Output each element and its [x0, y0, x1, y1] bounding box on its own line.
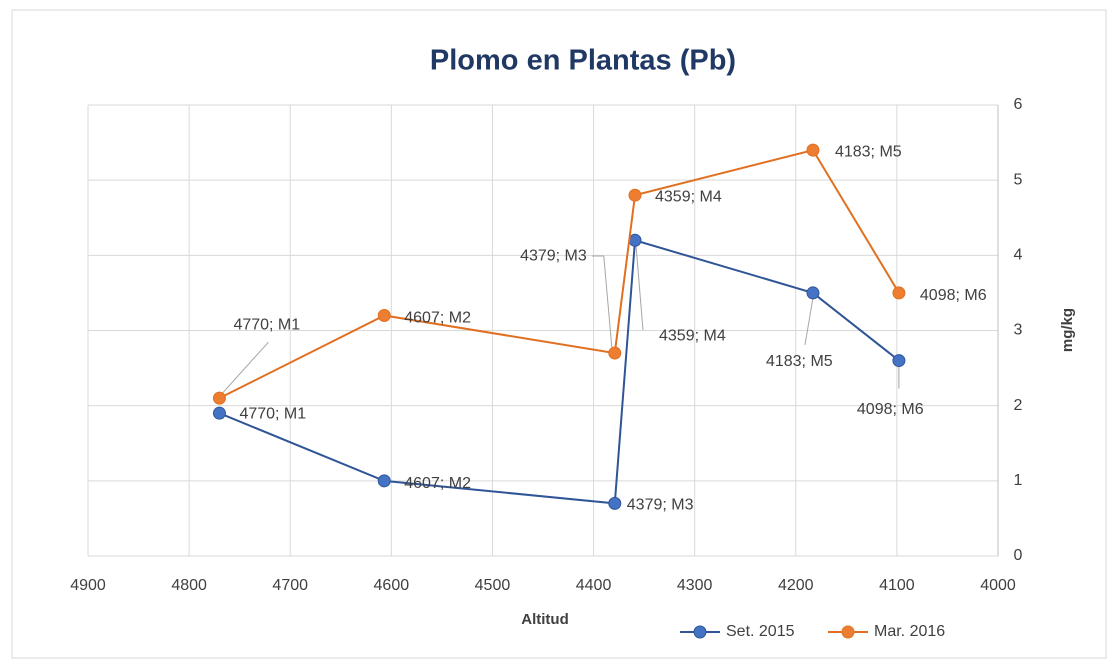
data-label: 4183; M5 — [766, 353, 833, 370]
x-axis-label: Altitud — [521, 611, 568, 628]
y-tick-label: 3 — [1014, 322, 1023, 339]
x-tick-label: 4200 — [778, 577, 814, 594]
data-point — [892, 354, 906, 368]
data-label: 4359; M4 — [655, 188, 722, 205]
data-label: 4770; M1 — [239, 405, 306, 422]
legend-label: Mar. 2016 — [874, 623, 945, 640]
data-point — [377, 308, 391, 322]
x-tick-label: 4900 — [70, 577, 106, 594]
legend-swatch-marker — [841, 625, 855, 639]
data-label: 4183; M5 — [835, 143, 902, 160]
chart-title: Plomo en Plantas (Pb) — [430, 45, 736, 77]
legend-swatch-marker — [693, 625, 707, 639]
leader-line — [222, 341, 269, 394]
data-label: 4607; M2 — [404, 475, 471, 492]
y-tick-label: 2 — [1014, 397, 1023, 414]
y-tick-label: 4 — [1014, 247, 1023, 264]
data-point — [377, 474, 391, 488]
y-tick-label: 6 — [1014, 96, 1023, 113]
series-line — [219, 238, 900, 505]
data-point — [212, 391, 226, 405]
data-label: 4359; M4 — [659, 328, 726, 345]
y-tick-label: 5 — [1014, 171, 1023, 188]
data-label: 4098; M6 — [920, 287, 987, 304]
x-tick-label: 4100 — [879, 577, 915, 594]
x-tick-label: 4400 — [576, 577, 612, 594]
data-point — [806, 286, 820, 300]
data-point — [212, 406, 226, 420]
data-label: 4379; M3 — [627, 497, 694, 514]
data-point — [806, 143, 820, 157]
x-tick-label: 4800 — [171, 577, 207, 594]
series-line — [218, 148, 900, 400]
y-axis-label: mg/kg — [1059, 308, 1076, 352]
data-label: 4098; M6 — [857, 401, 924, 418]
x-tick-label: 4300 — [677, 577, 713, 594]
data-label: 4607; M2 — [404, 310, 471, 327]
x-tick-label: 4000 — [980, 577, 1016, 594]
data-point — [892, 286, 906, 300]
leader-line — [804, 297, 814, 346]
chart-border — [11, 9, 1107, 659]
data-point — [608, 346, 622, 360]
data-point — [628, 188, 642, 202]
data-label: 4379; M3 — [520, 247, 587, 264]
leader-line — [591, 255, 613, 348]
x-tick-label: 4600 — [374, 577, 410, 594]
x-tick-label: 4500 — [475, 577, 511, 594]
y-tick-label: 1 — [1014, 472, 1023, 489]
x-tick-label: 4700 — [272, 577, 308, 594]
data-label: 4770; M1 — [233, 316, 300, 333]
data-point — [608, 496, 622, 510]
data-point — [628, 233, 642, 247]
leader-line — [635, 245, 644, 331]
legend-label: Set. 2015 — [726, 623, 795, 640]
y-tick-label: 0 — [1014, 547, 1023, 564]
